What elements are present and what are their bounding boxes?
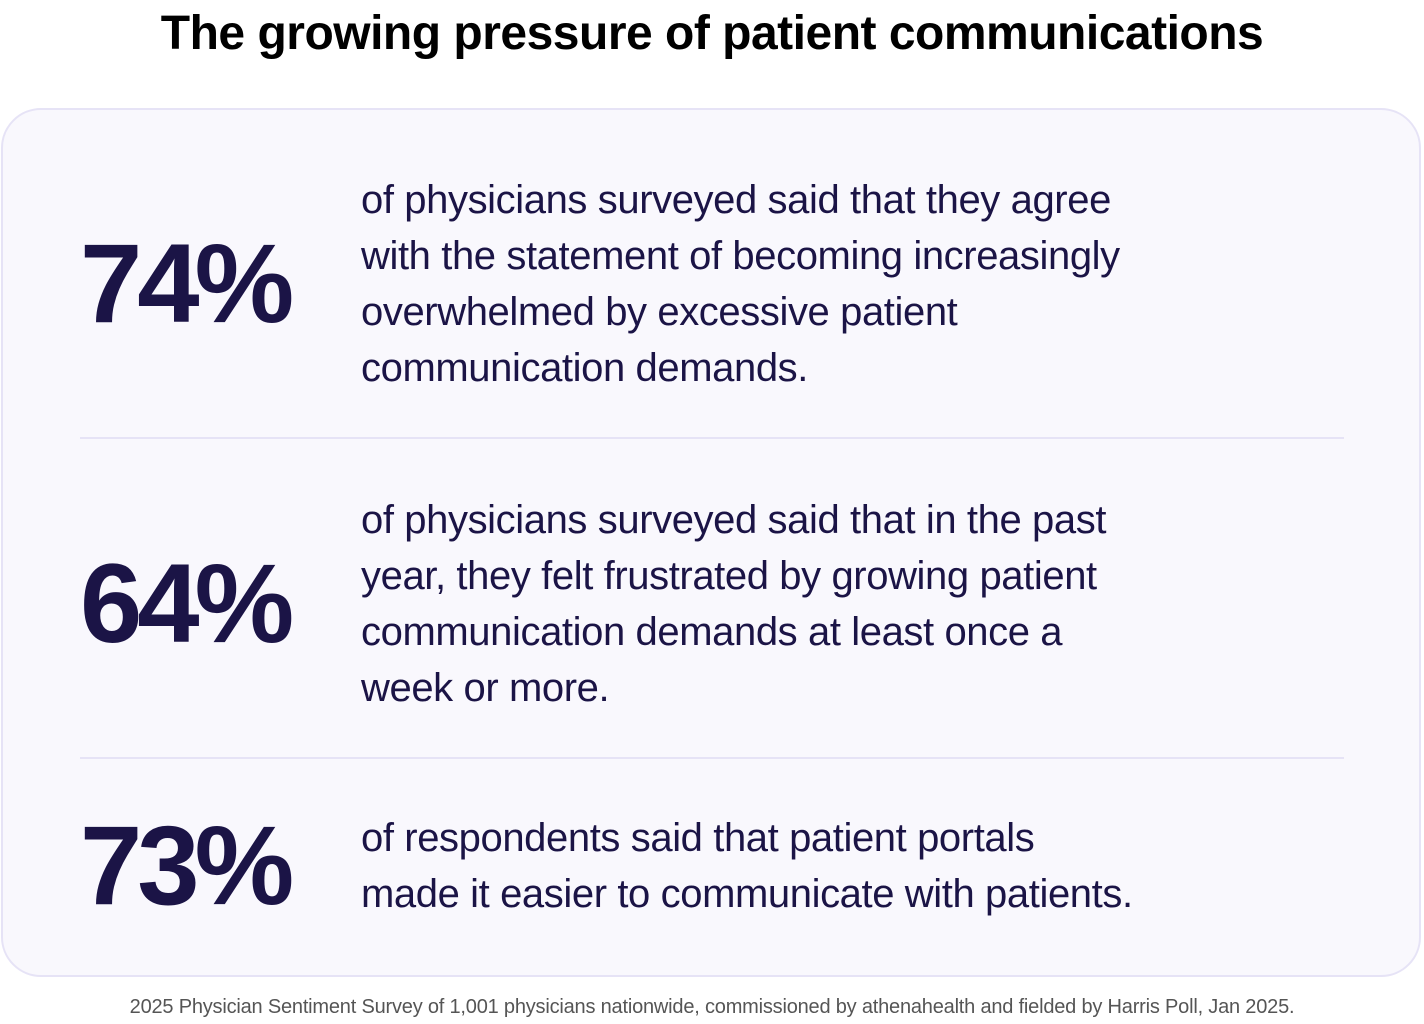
stat-line: of respondents said that patient portals: [361, 816, 1035, 860]
page-title: The growing pressure of patient communic…: [160, 7, 1264, 60]
stat-line: year, they felt frustrated by growing pa…: [361, 554, 1097, 598]
stat-description: of physicians surveyed said that in the …: [361, 492, 1106, 716]
stat-description: of respondents said that patient portals…: [361, 810, 1133, 922]
stat-line: of physicians surveyed said that they ag…: [361, 178, 1111, 222]
stat-line: with the statement of becoming increasin…: [361, 234, 1120, 278]
stat-line: communication demands.: [361, 346, 808, 390]
divider: [80, 757, 1344, 759]
stat-description: of physicians surveyed said that they ag…: [361, 172, 1120, 396]
stat-line: made it easier to communicate with patie…: [361, 872, 1133, 916]
stat-value: 73%: [80, 803, 294, 928]
stat-value: 74%: [80, 221, 294, 346]
source-footnote: 2025 Physician Sentiment Survey of 1,001…: [129, 996, 1295, 1018]
stat-value: 64%: [80, 541, 294, 666]
stat-row: 73% of respondents said that patient por…: [80, 810, 1344, 922]
stats-card: [1, 108, 1421, 977]
stat-line: communication demands at least once a: [361, 610, 1063, 654]
stat-row: 74% of physicians surveyed said that the…: [80, 172, 1344, 396]
stat-line: week or more.: [361, 666, 610, 710]
divider: [80, 437, 1344, 439]
stat-line: of physicians surveyed said that in the …: [361, 498, 1107, 542]
stat-row: 64% of physicians surveyed said that in …: [80, 492, 1344, 716]
stat-line: overwhelmed by excessive patient: [361, 290, 958, 334]
